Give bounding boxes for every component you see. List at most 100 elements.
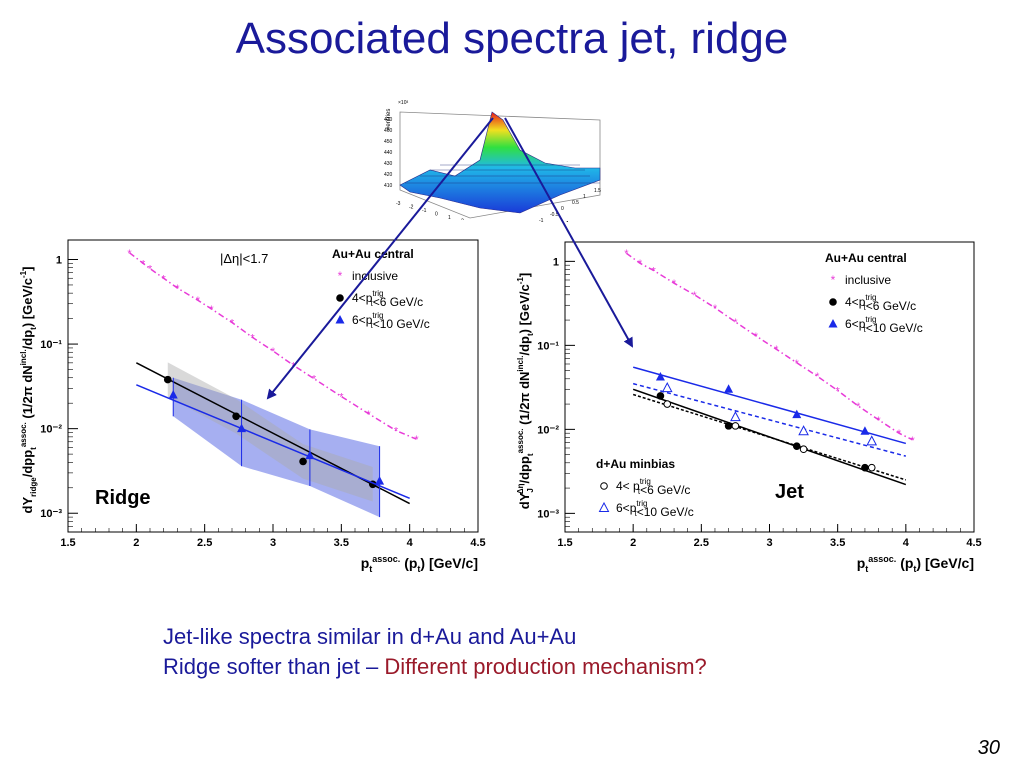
data-point-triangle	[237, 423, 247, 433]
data-point-star: *	[312, 374, 317, 386]
surface-zlabel: #entries	[386, 109, 392, 130]
data-point-open-circle	[731, 422, 740, 430]
y-tick-label: 1	[56, 254, 62, 266]
legend-part: t	[864, 303, 867, 312]
axis-label-part: /dp	[20, 330, 35, 350]
legend-entry-label: 6<ptrig t<10 GeV/c	[352, 311, 430, 331]
axis-label-part: J	[526, 488, 535, 492]
data-point-open-circle	[867, 463, 876, 472]
y-tick-label: 10⁻²	[537, 424, 559, 436]
data-point-star: *	[339, 391, 344, 403]
surface-ytick: -0.5	[550, 212, 559, 218]
bullet-list: Jet-like spectra similar in d+Au and Au+…	[163, 622, 707, 682]
axis-label-part: /dp	[20, 458, 35, 478]
y-tick-label: 10⁻³	[40, 508, 62, 520]
axis-label-part: /dp	[517, 464, 532, 484]
data-point-triangle	[792, 409, 802, 419]
panel-label: Jet	[775, 481, 804, 503]
data-point-triangle	[860, 426, 870, 435]
axis-label-part: -1	[19, 270, 28, 278]
y-tick-label: 10⁻²	[40, 424, 62, 436]
jet-arrow	[504, 117, 633, 348]
axis-label-part: t	[526, 453, 535, 456]
legend-marker	[598, 501, 610, 512]
axis-label-part: (p	[400, 555, 417, 571]
legend-part: <6 GeV/c	[373, 295, 423, 309]
slide-title: Associated spectra jet, ridge	[235, 14, 789, 63]
legend-part: p	[859, 295, 866, 309]
axis-label-part: p	[517, 456, 532, 464]
legend-part: p	[633, 479, 640, 493]
data-point-open-triangle	[866, 435, 878, 446]
axis-label-part: ]	[20, 267, 35, 271]
x-tick-label: 3	[270, 537, 276, 549]
surface-ztick: 470	[384, 117, 393, 123]
fit-line	[632, 382, 907, 457]
data-point-star: *	[127, 248, 132, 260]
legend-marker: *	[831, 273, 836, 287]
legend-part: p	[366, 313, 373, 327]
cut-label: |Δη|<1.7	[220, 251, 268, 266]
surface-ytick: 0.5	[572, 200, 579, 206]
ridge-arrow	[266, 117, 494, 400]
legend-title: Au+Au central	[332, 247, 414, 261]
x-axis-label: ptassoc. (pt) [GeV/c]	[361, 554, 478, 574]
x-tick-label: 3	[766, 537, 772, 549]
x-axis-label: ptassoc. (pt) [GeV/c]	[857, 554, 974, 574]
data-point-star: *	[394, 426, 399, 438]
data-point-open-triangle	[661, 382, 673, 393]
surface-zticks: 410 420 430 440 450 460 470	[384, 117, 393, 189]
axis-label-part: t	[29, 447, 38, 450]
axis-label-part: t	[865, 564, 868, 574]
data-point-triangle	[375, 476, 385, 485]
legend-marker	[828, 319, 838, 328]
legend-part: <10 GeV/c	[866, 321, 923, 335]
x-tick-label: 3.5	[334, 537, 349, 549]
legend-part: inclusive	[352, 269, 398, 283]
surface-ztick: 430	[384, 161, 393, 167]
axis-label-part: t	[913, 564, 916, 574]
axis-label-part: (1/2π dN	[517, 372, 532, 429]
surface-ztick: 460	[384, 128, 393, 134]
axis-label-part: incl.	[516, 356, 525, 372]
data-point-triangle	[168, 389, 178, 399]
surface-ytick: 1	[583, 194, 586, 200]
legend-marker	[829, 298, 837, 306]
axis-label-part: p	[857, 555, 866, 571]
data-point-star: *	[624, 248, 629, 260]
y-tick-label: 10⁻¹	[537, 340, 559, 352]
fit-line	[136, 384, 410, 500]
fit-line	[632, 366, 907, 445]
surface-zscale: ×10³	[398, 100, 408, 106]
panel-background	[525, 222, 1014, 600]
data-point-star: *	[651, 265, 656, 277]
data-point-star: *	[733, 317, 738, 329]
y-axis-label: dYJΔη/dpptassoc. (1/2π dNincl./dpt) [GeV…	[516, 273, 535, 509]
legend-marker	[600, 482, 608, 490]
x-tick-label: 4	[903, 537, 910, 549]
axis-label-part: dY	[20, 497, 35, 514]
axis-label-part: ridge	[29, 477, 38, 497]
y-tick-label: 1	[553, 256, 559, 268]
data-point-star: *	[175, 283, 180, 295]
data-point-star: *	[230, 317, 235, 329]
inclusive-fit-line	[625, 252, 913, 441]
data-point-circle	[163, 375, 172, 384]
legend-part: <6 GeV/c	[866, 299, 916, 313]
axis-label-part: ) [GeV/c	[517, 284, 532, 333]
data-point-star: *	[692, 290, 697, 302]
legend-part: inclusive	[845, 273, 891, 287]
legend-part: t	[635, 509, 638, 518]
x-tick-label: 4	[407, 537, 414, 549]
x-tick-label: 3.5	[830, 537, 845, 549]
legend-part: t	[371, 299, 374, 308]
bullet-2-highlight: Different production mechanism?	[384, 654, 707, 679]
surface-xtick: 0	[435, 212, 438, 218]
data-point-star: *	[271, 346, 276, 358]
inclusive-fit-line	[129, 252, 417, 440]
data-point-circle	[656, 392, 665, 400]
bullet-2: Ridge softer than jet – Different produc…	[163, 652, 707, 682]
data-point-star: *	[148, 264, 153, 276]
